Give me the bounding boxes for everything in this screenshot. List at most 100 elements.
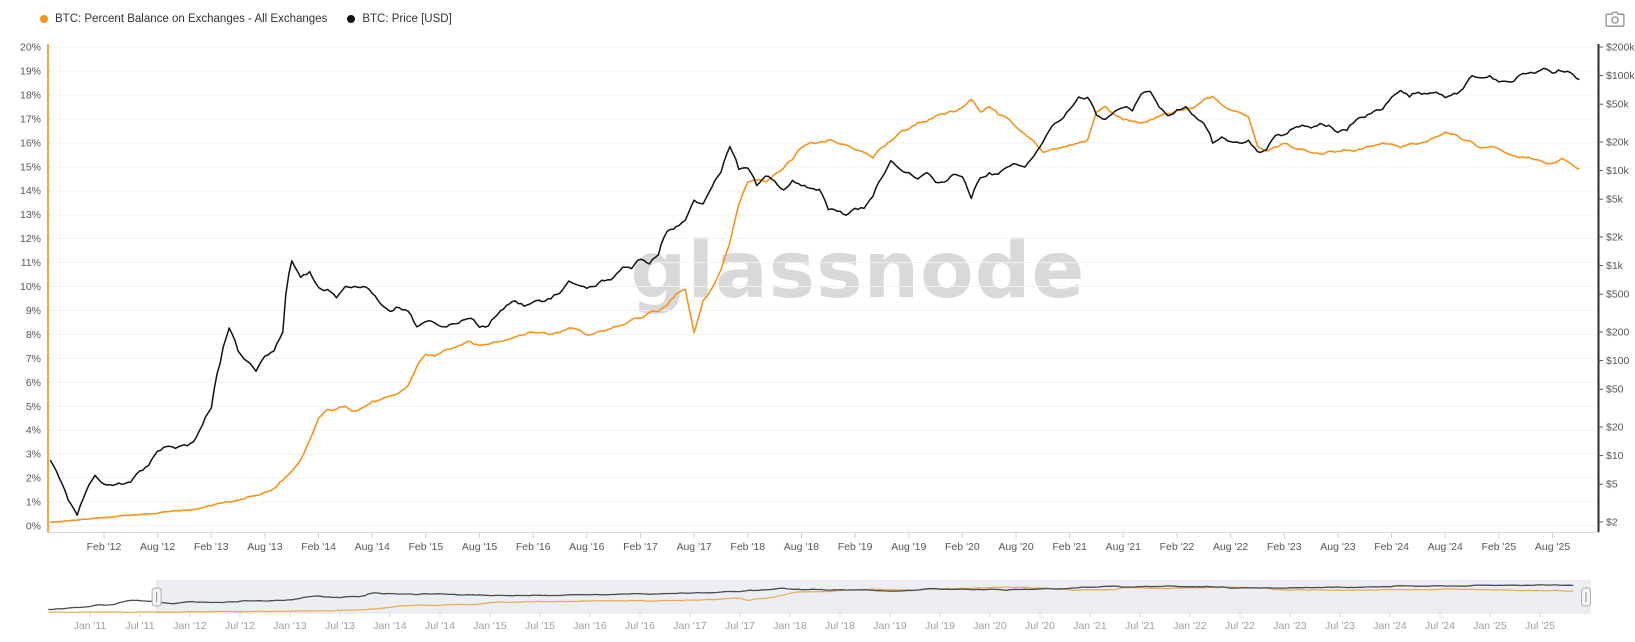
navigator-axis-label: Jul '15	[525, 620, 555, 632]
y-axis-right-label: $1k	[1606, 260, 1624, 272]
y-axis-left-label: 2%	[26, 473, 41, 485]
navigator-axis-label: Jul '12	[225, 620, 255, 632]
y-axis-left-label: 5%	[26, 401, 41, 413]
navigator-axis-label: Jul '18	[825, 620, 855, 632]
navigator-axis-label: Jan '14	[373, 620, 407, 632]
navigator-axis-label: Jan '21	[1073, 620, 1107, 632]
x-axis-label: Feb '23	[1267, 541, 1302, 553]
x-axis-label: Aug '25	[1535, 541, 1570, 553]
legend-item-price[interactable]: BTC: Price [USD]	[347, 13, 452, 25]
navigator-axis-label: Jul '21	[1125, 620, 1155, 632]
navigator[interactable]: Jan '11 Jul '11 Jan '12 Jul '12 Jan '13 Jul '…	[48, 580, 1591, 632]
navigator-axis-label: Jul '23	[1325, 620, 1355, 632]
y-axis-left-label: 10%	[20, 281, 41, 293]
navigator-axis-label: Jul '20	[1025, 620, 1055, 632]
navigator-axis-label: Jan '18	[773, 620, 807, 632]
navigator-axis-label: Jul '13	[325, 620, 355, 632]
x-axis-label: Aug '17	[676, 541, 711, 553]
y-axis-right-label: $50	[1606, 384, 1624, 396]
x-axis-label: Feb '18	[730, 541, 765, 553]
navigator-axis-label: Jan '12	[173, 620, 207, 632]
x-axis-label: Feb '22	[1160, 541, 1195, 553]
navigator-axis-label: Jan '25	[1473, 620, 1507, 632]
y-axis-right-label: $10	[1606, 450, 1624, 462]
x-axis-label: Feb '20	[945, 541, 980, 553]
y-axis-left-label: 19%	[20, 65, 41, 77]
y-axis-left-label: 14%	[20, 185, 41, 197]
y-axis-left-label: 13%	[20, 209, 41, 221]
y-axis-right-label: $20k	[1606, 137, 1630, 149]
x-axis-label: Feb '12	[87, 541, 122, 553]
navigator-axis-label: Jan '13	[273, 620, 307, 632]
x-axis-label: Aug '24	[1428, 541, 1463, 553]
x-axis-label: Feb '15	[409, 541, 444, 553]
x-axis-label: Feb '19	[838, 541, 873, 553]
y-axis-left-label: 11%	[21, 257, 41, 269]
navigator-axis-label: Jan '16	[573, 620, 607, 632]
x-axis-label: Aug '15	[462, 541, 497, 553]
x-axis-label: Feb '16	[516, 541, 551, 553]
x-axis-label: Feb '21	[1052, 541, 1087, 553]
y-axis-right-label: $2k	[1606, 232, 1624, 244]
balance-series-dot-icon	[40, 15, 48, 23]
y-axis-left-label: 18%	[20, 89, 41, 101]
x-axis-label: Aug '12	[140, 541, 175, 553]
navigator-axis-label: Jan '17	[673, 620, 707, 632]
x-axis-label: Feb '25	[1482, 541, 1517, 553]
x-axis-label: Aug '14	[355, 541, 390, 553]
y-axis-right-label: $200	[1606, 327, 1630, 339]
x-axis-label: Aug '19	[891, 541, 926, 553]
y-axis-left-label: 8%	[26, 329, 41, 341]
y-axis-right-label: $50k	[1606, 99, 1630, 111]
navigator-axis-label: Jul '11	[125, 620, 154, 632]
y-axis-left-label: 4%	[26, 425, 41, 437]
y-axis-left-label: 12%	[20, 233, 41, 245]
x-axis-label: Aug '21	[1106, 541, 1141, 553]
x-axis-label: Aug '13	[247, 541, 282, 553]
x-axis-label: Aug '23	[1320, 541, 1355, 553]
y-axis-left-label: 1%	[26, 497, 41, 509]
navigator-selection[interactable]	[156, 580, 1591, 614]
x-axis-label: Aug '20	[998, 541, 1033, 553]
x-axis-label: Feb '14	[301, 541, 336, 553]
balance-line-series	[50, 95, 1580, 523]
navigator-axis-label: Jan '24	[1373, 620, 1407, 632]
y-axis-right-label: $100k	[1606, 70, 1635, 82]
main-chart[interactable]: Feb '12 Aug '12 Feb '13 Aug '13 Feb '14 Aug '…	[20, 42, 1635, 554]
navigator-axis-label: Jul '22	[1225, 620, 1255, 632]
navigator-axis-label: Jan '22	[1173, 620, 1207, 632]
y-axis-right-label: $10k	[1606, 165, 1630, 177]
price-series-dot-icon	[347, 15, 356, 23]
x-axis-label: Aug '16	[569, 541, 604, 553]
y-axis-left-label: 15%	[20, 161, 41, 173]
chart-legend: BTC: Percent Balance on Exchanges - All …	[40, 13, 452, 25]
y-axis-left-label: 7%	[26, 353, 41, 365]
glassnode-watermark: glassnode	[630, 226, 1086, 316]
navigator-axis-label: Jul '16	[625, 620, 655, 632]
navigator-axis-label: Jul '14	[425, 620, 455, 632]
y-axis-left-label: 20%	[20, 42, 41, 54]
navigator-axis-label: Jan '23	[1273, 620, 1307, 632]
navigator-axis-label: Jul '17	[725, 620, 755, 632]
navigator-axis-label: Jan '19	[873, 620, 907, 632]
y-axis-left-label: 0%	[26, 521, 41, 533]
y-axis-left-label: 17%	[20, 113, 41, 125]
x-axis-label: Feb '13	[194, 541, 229, 553]
navigator-axis-label: Jul '24	[1425, 620, 1455, 632]
y-axis-left-label: 6%	[26, 377, 41, 389]
y-axis-left-label: 9%	[26, 305, 41, 317]
y-axis-right-label: $5k	[1606, 194, 1624, 206]
x-axis-label: Feb '17	[623, 541, 658, 553]
y-axis-left-label: 16%	[20, 137, 41, 149]
y-axis-right-label: $500	[1606, 289, 1630, 301]
x-axis-label: Feb '24	[1374, 541, 1409, 553]
screenshot-button[interactable]	[1603, 9, 1627, 30]
legend-item-balance[interactable]: BTC: Percent Balance on Exchanges - All …	[40, 13, 327, 25]
price-line-series	[49, 67, 1580, 516]
navigator-price-line	[48, 584, 1574, 611]
y-axis-right-label: $5	[1606, 479, 1618, 491]
navigator-balance-line	[48, 586, 1574, 614]
navigator-axis-label: Jan '20	[973, 620, 1007, 632]
